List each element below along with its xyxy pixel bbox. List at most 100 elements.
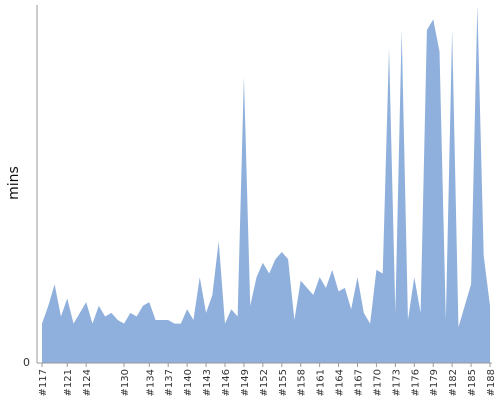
x-tick-label: #137 xyxy=(164,369,175,396)
data-point-154 xyxy=(274,258,277,261)
y-tick-label: 0 xyxy=(23,356,30,369)
series-area xyxy=(42,5,490,363)
data-point-186 xyxy=(476,4,479,7)
data-point-177 xyxy=(419,311,422,314)
data-point-155 xyxy=(280,251,283,254)
data-point-146 xyxy=(223,322,226,325)
data-point-166 xyxy=(350,308,353,311)
x-tick-label: #185 xyxy=(467,369,478,396)
x-tick-label: #173 xyxy=(391,369,402,396)
x-tick-label: #134 xyxy=(145,369,156,396)
data-point-169 xyxy=(369,322,372,325)
data-point-117 xyxy=(41,322,44,325)
x-tick-label: #188 xyxy=(486,369,497,396)
data-point-164 xyxy=(337,290,340,293)
x-tick-label: #124 xyxy=(82,369,93,396)
data-point-167 xyxy=(356,276,359,279)
x-tick-label: #161 xyxy=(316,369,327,396)
data-point-143 xyxy=(205,311,208,314)
data-point-160 xyxy=(312,293,315,296)
data-point-129 xyxy=(116,319,119,322)
data-point-128 xyxy=(110,311,113,314)
data-point-188 xyxy=(489,304,492,307)
data-point-137 xyxy=(167,319,170,322)
data-point-158 xyxy=(299,279,302,282)
data-point-138 xyxy=(173,322,176,325)
data-point-152 xyxy=(261,261,264,264)
x-tick-label: #143 xyxy=(202,369,213,396)
x-tick-label: #176 xyxy=(410,369,421,396)
data-point-118 xyxy=(47,304,50,307)
data-point-176 xyxy=(413,276,416,279)
data-point-133 xyxy=(141,304,144,307)
data-point-125 xyxy=(91,322,94,325)
data-point-180 xyxy=(438,50,441,53)
x-tick-label: #164 xyxy=(335,369,346,396)
data-point-182 xyxy=(451,29,454,32)
data-point-185 xyxy=(470,283,473,286)
data-point-147 xyxy=(230,308,233,311)
data-point-171 xyxy=(381,272,384,275)
data-point-183 xyxy=(457,326,460,329)
x-tick-label: #152 xyxy=(259,369,270,396)
data-point-130 xyxy=(123,322,126,325)
data-point-131 xyxy=(129,311,132,314)
data-point-161 xyxy=(318,276,321,279)
data-point-187 xyxy=(482,254,485,257)
data-point-132 xyxy=(135,315,138,318)
data-point-139 xyxy=(179,322,182,325)
data-point-174 xyxy=(400,29,403,32)
series-area-layer xyxy=(41,4,492,363)
data-point-159 xyxy=(306,286,309,289)
x-tick-label: #179 xyxy=(429,369,440,396)
data-point-136 xyxy=(160,319,163,322)
x-tick-label: #140 xyxy=(183,369,194,396)
data-point-144 xyxy=(211,293,214,296)
data-point-151 xyxy=(255,276,258,279)
x-tick-label: #117 xyxy=(38,369,49,396)
data-point-120 xyxy=(59,315,62,318)
data-point-178 xyxy=(425,29,428,32)
data-point-168 xyxy=(362,311,365,314)
data-point-179 xyxy=(432,18,435,21)
data-point-135 xyxy=(154,319,157,322)
x-tick-label: #121 xyxy=(63,369,74,396)
data-point-124 xyxy=(85,301,88,304)
data-point-127 xyxy=(104,315,107,318)
data-point-153 xyxy=(268,272,271,275)
data-point-163 xyxy=(331,268,334,271)
x-tick-label: #130 xyxy=(120,369,131,396)
data-point-150 xyxy=(249,304,252,307)
data-point-173 xyxy=(394,311,397,314)
data-point-141 xyxy=(192,319,195,322)
data-point-172 xyxy=(388,46,391,49)
data-point-122 xyxy=(72,322,75,325)
data-point-148 xyxy=(236,315,239,318)
y-axis-label: mins xyxy=(6,166,22,200)
data-point-134 xyxy=(148,301,151,304)
data-point-140 xyxy=(186,308,189,311)
data-point-175 xyxy=(406,319,409,322)
data-point-165 xyxy=(343,286,346,289)
data-point-123 xyxy=(78,311,81,314)
y-tick-labels: 0 xyxy=(23,356,30,369)
x-tick-label: #158 xyxy=(297,369,308,396)
x-tick-labels: #117 #121 #124 #130 #134 #137 #140 #143 #146 #149… xyxy=(38,363,497,396)
data-point-170 xyxy=(375,268,378,271)
data-point-142 xyxy=(198,276,201,279)
data-point-157 xyxy=(293,319,296,322)
x-tick-label: #170 xyxy=(372,369,383,396)
data-point-162 xyxy=(324,286,327,289)
x-tick-label: #146 xyxy=(221,369,232,396)
x-tick-label: #182 xyxy=(448,369,459,396)
data-point-121 xyxy=(66,297,69,300)
data-point-119 xyxy=(53,283,56,286)
data-point-149 xyxy=(242,75,245,78)
data-point-156 xyxy=(287,258,290,261)
axis-layer xyxy=(36,5,492,364)
x-tick-label: #149 xyxy=(240,369,251,396)
data-point-145 xyxy=(217,240,220,243)
x-tick-label: #167 xyxy=(353,369,364,396)
